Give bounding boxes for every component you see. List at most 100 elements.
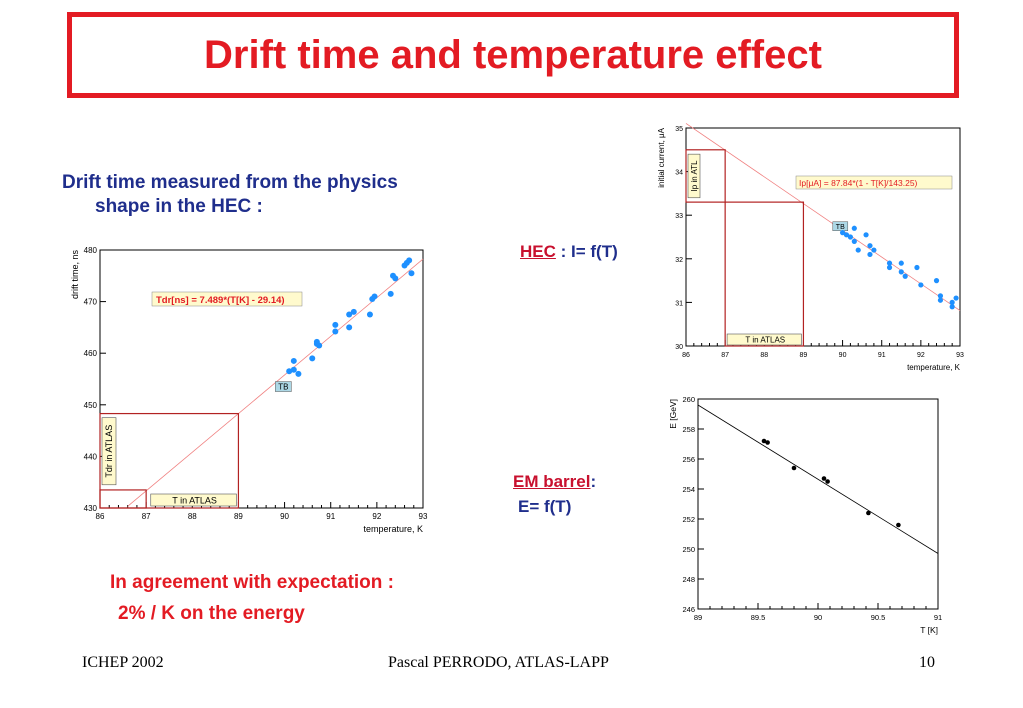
x-tick-label: 89 [800, 352, 808, 359]
footer-left: ICHEP 2002 [82, 654, 164, 671]
data-point [371, 293, 378, 300]
x-tick-label: 92 [372, 512, 381, 521]
x-tick-label: 92 [917, 352, 925, 359]
y-tick-label: 252 [682, 515, 695, 524]
x-tick-label: 89 [234, 512, 243, 521]
em-rest: E= f(T) [518, 497, 572, 516]
y-tick-label: 32 [675, 257, 683, 264]
data-point [918, 282, 924, 288]
data-point [408, 270, 415, 277]
y-tick-label: 246 [682, 605, 695, 614]
data-point [791, 465, 797, 471]
data-point [949, 304, 955, 310]
y-tick-label: 248 [682, 575, 695, 584]
hec-rest: : I= f(T) [555, 242, 618, 261]
atlas-t-label-box [726, 333, 802, 346]
plot-frame [697, 398, 939, 610]
intro-line-2: shape in the HEC : [95, 196, 263, 217]
data-point [392, 275, 399, 282]
fit-label-box [151, 291, 303, 307]
x-tick-label: 91 [934, 613, 942, 622]
y-tick-label: 33 [675, 213, 683, 220]
data-point [886, 260, 893, 266]
atlas-t-label-box [150, 493, 237, 507]
x-tick-label: 87 [142, 512, 151, 521]
data-point [949, 299, 955, 305]
x-tick-label: 86 [96, 512, 105, 521]
em-rest-label: E= f(T) [518, 497, 571, 517]
data-point [765, 440, 770, 445]
slide-title: Drift time and temperature effect [204, 32, 822, 77]
tb-label-box [832, 221, 849, 231]
data-point [821, 476, 827, 481]
data-point [350, 308, 357, 315]
data-point [863, 232, 869, 238]
atlas-range-box [99, 412, 240, 509]
title-box: Drift time and temperature effect [67, 12, 959, 98]
x-tick-label: 88 [188, 512, 197, 521]
data-point [851, 238, 857, 244]
tb-label-box [275, 381, 292, 392]
data-point [871, 247, 877, 253]
data-point [290, 366, 297, 373]
data-point [847, 234, 853, 240]
data-point [290, 357, 297, 364]
data-point [839, 230, 846, 236]
atlas-range-box [724, 201, 805, 347]
y-tick-label: 30 [675, 344, 683, 351]
x-axis-label: temperature, K [907, 363, 961, 372]
data-point [867, 243, 873, 249]
y-axis-label: drift time, ns [70, 250, 80, 300]
y-tick-label: 34 [675, 170, 683, 177]
data-point [761, 438, 767, 444]
y-tick-label: 31 [675, 300, 683, 307]
fit-label: Tdr[ns] = 7.489*(T[K] - 29.14) [156, 295, 285, 306]
x-tick-label: 90 [280, 512, 289, 521]
x-tick-label: 86 [682, 352, 690, 359]
hec-label: HEC : I= f(T) [520, 242, 618, 262]
intro-line-1: Drift time measured from the physics [62, 172, 398, 193]
data-point [332, 321, 339, 328]
y-tick-label: 450 [84, 401, 98, 410]
em-label: EM barrel: [513, 472, 596, 492]
y-tick-label: 258 [682, 425, 695, 434]
data-point [387, 290, 394, 297]
fit-line [697, 404, 939, 554]
agreement-line-2: 2% / K on the energy [118, 603, 305, 624]
data-point [286, 368, 293, 375]
y-axis-label: initial current, μA [657, 127, 666, 187]
y-tick-label: 470 [84, 298, 98, 307]
x-tick-label: 88 [760, 352, 768, 359]
atlas-y-label: Tdr in ATLAS [104, 425, 114, 478]
x-tick-label: 90.5 [871, 613, 886, 622]
data-point [332, 328, 339, 335]
data-point [825, 479, 830, 484]
data-point [896, 522, 901, 528]
y-tick-label: 254 [682, 485, 695, 494]
data-point [933, 278, 940, 284]
x-axis-label: temperature, K [363, 524, 423, 534]
x-tick-label: 91 [878, 352, 886, 359]
agreement-line-1: In agreement with expectation : [110, 572, 394, 593]
data-point [309, 355, 316, 362]
y-tick-label: 250 [682, 545, 695, 554]
x-tick-label: 89 [694, 613, 702, 622]
data-point [898, 269, 904, 275]
data-point [366, 311, 373, 318]
atlas-high-box [685, 149, 726, 203]
drift-time-chart: 86 87 88 89 90 91 92 93 430 440 450 460 470 480 temper… [70, 246, 428, 534]
initial-current-chart: 86 87 88 89 90 91 92 93 30 31 32 33 34 35 temperature,… [657, 123, 964, 372]
atlas-low-box [99, 489, 147, 509]
plot-frame [685, 127, 961, 347]
data-point [316, 342, 323, 349]
y-tick-label: 480 [84, 246, 98, 255]
atlas-t-label: T in ATLAS [745, 336, 785, 345]
tb-label: TB [278, 383, 288, 392]
x-tick-label: 93 [419, 512, 428, 521]
x-tick-label: 90 [814, 613, 822, 622]
data-point [295, 370, 302, 377]
atlas-y-label-box [687, 153, 701, 199]
x-tick-label: 87 [721, 352, 729, 359]
fit-label: Ip[μA] = 87.84*(1 - T[K]/143.25) [799, 178, 918, 188]
atlas-t-label: T in ATLAS [172, 496, 217, 506]
